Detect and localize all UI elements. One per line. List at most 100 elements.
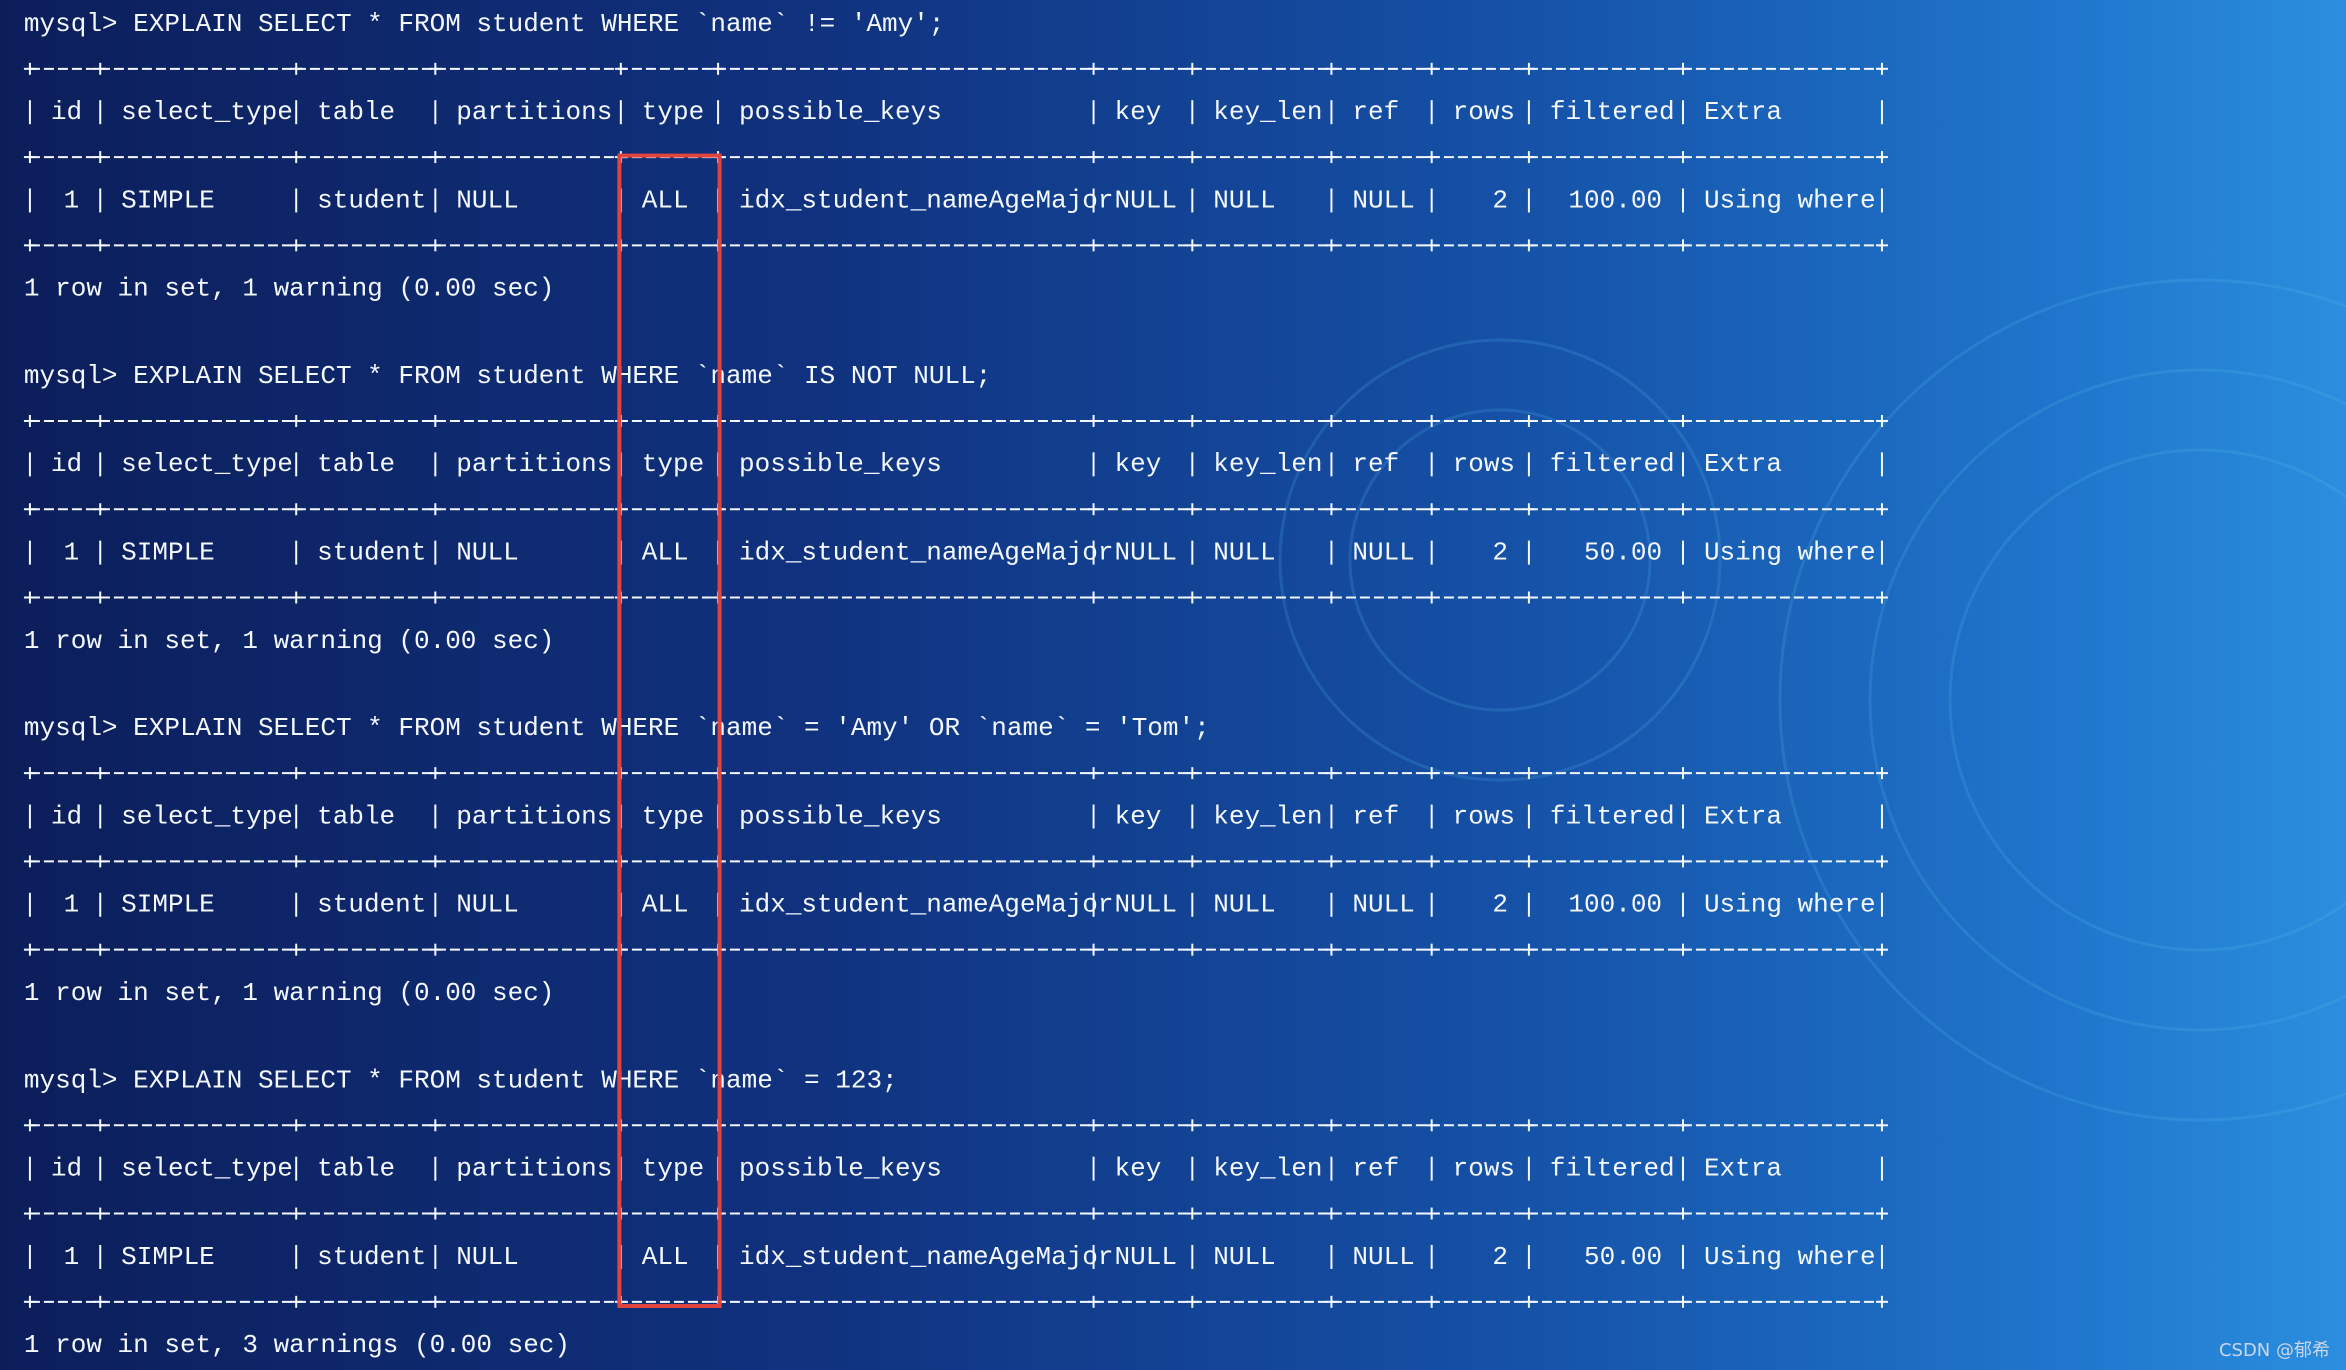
column-header: partitions [456,97,612,127]
column-header: filtered [1550,449,1675,479]
cell: 2 [1492,1242,1508,1272]
result-footer: 1 row in set, 1 warning (0.00 sec) [24,978,555,1008]
cell: NULL [1115,537,1177,567]
column-header: key [1115,801,1162,831]
cell: SIMPLE [121,185,215,215]
column-header: key_len [1213,449,1322,479]
column-header: key_len [1213,801,1322,831]
column-header: Extra [1704,97,1782,127]
cell: SIMPLE [121,1242,215,1272]
watermark: CSDN @郁希 [2219,1340,2330,1361]
column-header: rows [1453,801,1515,831]
cell: NULL [1115,185,1177,215]
column-header: key_len [1213,1154,1322,1184]
cell: NULL [1213,537,1275,567]
column-header: possible_keys [739,801,942,831]
cell: NULL [1213,185,1275,215]
cell: NULL [1352,1242,1414,1272]
cell: 100.00 [1568,185,1662,215]
cell: 1 [64,1242,80,1272]
cell: NULL [1352,537,1414,567]
column-header: ref [1352,1154,1399,1184]
column-header: Extra [1704,801,1782,831]
column-header: key_len [1213,97,1322,127]
cell: student [317,890,426,920]
cell: ALL [642,1242,689,1272]
cell: student [317,1242,426,1272]
cell: ALL [642,890,689,920]
cell: NULL [456,185,518,215]
cell: idx_student_nameAgeMajor [739,890,1113,920]
column-header: id [51,97,82,127]
result-footer: 1 row in set, 1 warning (0.00 sec) [24,274,555,304]
column-header: id [51,1154,82,1184]
column-header: table [317,1154,395,1184]
column-header: filtered [1550,801,1675,831]
cell: Using where [1704,185,1876,215]
column-header: select_type [121,449,293,479]
cell: NULL [1213,890,1275,920]
column-header: key [1115,97,1162,127]
result-footer: 1 row in set, 1 warning (0.00 sec) [24,626,555,656]
column-header: partitions [456,801,612,831]
cell: NULL [1115,890,1177,920]
cell: 1 [64,890,80,920]
column-header: type [642,801,704,831]
column-header: type [642,449,704,479]
column-header: rows [1453,1154,1515,1184]
prompt: mysql> EXPLAIN SELECT * FROM student WHE… [24,713,1210,743]
cell: 100.00 [1568,890,1662,920]
column-header: filtered [1550,1154,1675,1184]
cell: Using where [1704,537,1876,567]
cell: Using where [1704,1242,1876,1272]
cell: NULL [1115,1242,1177,1272]
cell: NULL [1352,890,1414,920]
cell: idx_student_nameAgeMajor [739,537,1113,567]
column-header: table [317,801,395,831]
cell: SIMPLE [121,890,215,920]
column-header: select_type [121,1154,293,1184]
cell: student [317,537,426,567]
column-header: id [51,801,82,831]
cell: NULL [1352,185,1414,215]
cell: 2 [1492,537,1508,567]
cell: 50.00 [1584,1242,1662,1272]
cell: ALL [642,537,689,567]
column-header: filtered [1550,97,1675,127]
column-header: select_type [121,97,293,127]
background-decor [1278,278,2346,1122]
cell: student [317,185,426,215]
cell: 2 [1492,890,1508,920]
prompt: mysql> EXPLAIN SELECT * FROM student WHE… [24,361,991,391]
column-header: key [1115,1154,1162,1184]
result-footer: 1 row in set, 3 warnings (0.00 sec) [24,1330,570,1360]
cell: NULL [456,537,518,567]
cell: NULL [456,890,518,920]
cell: 2 [1492,185,1508,215]
column-header: select_type [121,801,293,831]
column-header: table [317,97,395,127]
highlight-box [617,153,722,1309]
column-header: ref [1352,801,1399,831]
cell: idx_student_nameAgeMajor [739,1242,1113,1272]
column-header: possible_keys [739,449,942,479]
column-header: type [642,97,704,127]
cell: NULL [456,1242,518,1272]
column-header: partitions [456,1154,612,1184]
column-header: possible_keys [739,1154,942,1184]
column-header: ref [1352,449,1399,479]
column-header: possible_keys [739,97,942,127]
column-header: type [642,1154,704,1184]
cell: 1 [64,537,80,567]
column-header: table [317,449,395,479]
cell: idx_student_nameAgeMajor [739,185,1113,215]
cell: ALL [642,185,689,215]
cell: Using where [1704,890,1876,920]
cell: 50.00 [1584,537,1662,567]
column-header: Extra [1704,1154,1782,1184]
column-header: rows [1453,97,1515,127]
cell: NULL [1213,1242,1275,1272]
cell: SIMPLE [121,537,215,567]
